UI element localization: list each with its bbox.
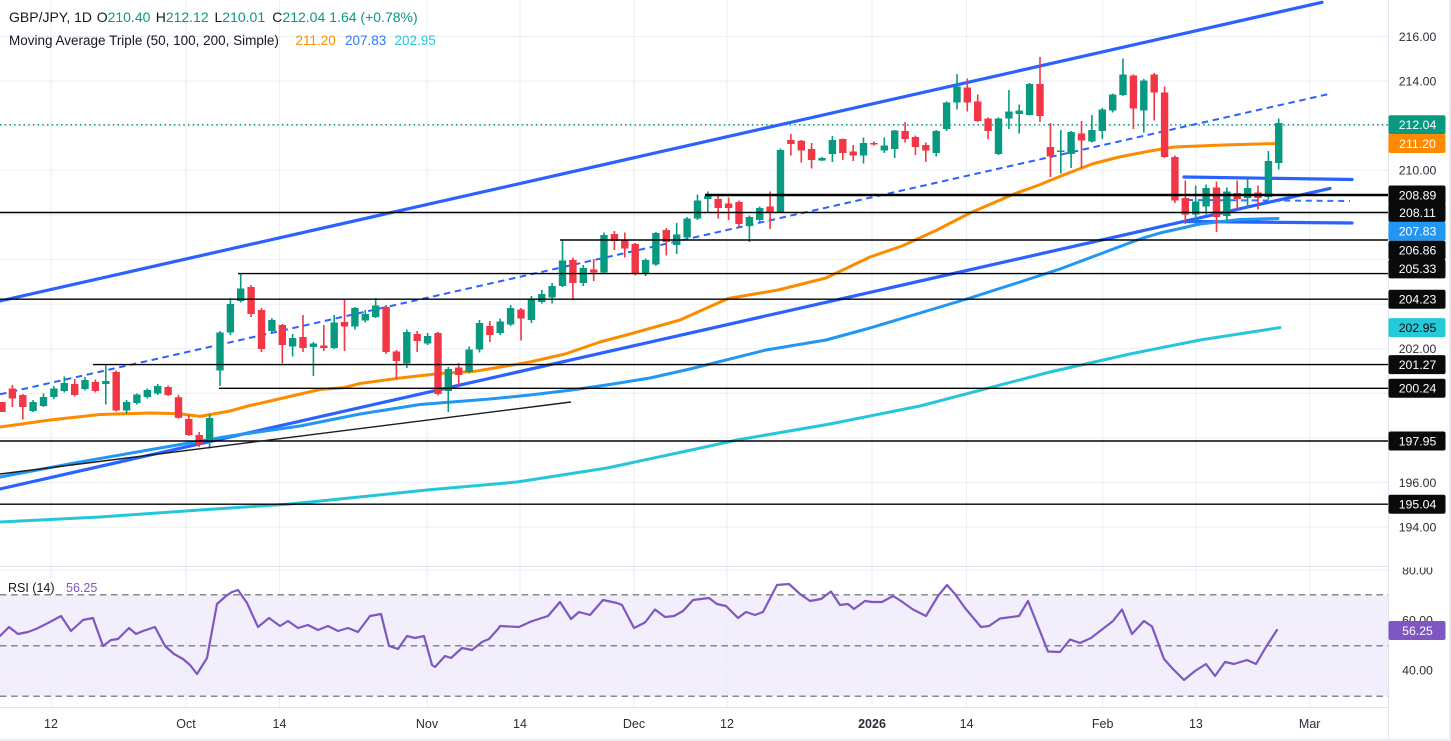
svg-text:14: 14: [960, 717, 974, 731]
svg-text:12: 12: [44, 717, 58, 731]
svg-text:2026: 2026: [858, 717, 886, 731]
svg-text:RSI (14)56.25: RSI (14) 56.25: [8, 581, 97, 595]
svg-text:Feb: Feb: [1092, 717, 1114, 731]
svg-text:202.95: 202.95: [1399, 321, 1437, 335]
svg-text:56.25: 56.25: [1402, 624, 1433, 638]
svg-text:216.00: 216.00: [1399, 30, 1437, 44]
svg-text:204.23: 204.23: [1399, 293, 1437, 307]
svg-text:206.86: 206.86: [1399, 244, 1437, 258]
svg-text:197.95: 197.95: [1399, 434, 1437, 448]
svg-text:Dec: Dec: [623, 717, 645, 731]
svg-text:210.00: 210.00: [1399, 164, 1437, 178]
svg-text:80.00: 80.00: [1402, 563, 1433, 577]
svg-text:212.04: 212.04: [1399, 118, 1437, 132]
svg-text:Moving Average Triple (50, 100: Moving Average Triple (50, 100, 200, Sim…: [9, 33, 436, 48]
svg-text:13: 13: [1189, 717, 1203, 731]
svg-text:211.20: 211.20: [1399, 137, 1436, 151]
svg-text:201.27: 201.27: [1399, 358, 1437, 372]
svg-text:205.33: 205.33: [1399, 262, 1437, 276]
svg-text:12: 12: [720, 717, 734, 731]
svg-text:Mar: Mar: [1299, 717, 1321, 731]
svg-text:195.04: 195.04: [1399, 498, 1437, 512]
svg-text:196.00: 196.00: [1399, 476, 1437, 490]
svg-text:Nov: Nov: [416, 717, 439, 731]
svg-text:208.89: 208.89: [1399, 188, 1437, 202]
svg-text:14: 14: [273, 717, 287, 731]
svg-text:214.00: 214.00: [1399, 74, 1437, 88]
svg-text:40.00: 40.00: [1402, 664, 1433, 678]
svg-text:194.00: 194.00: [1399, 520, 1437, 534]
svg-text:Oct: Oct: [176, 717, 196, 731]
svg-text:207.83: 207.83: [1399, 225, 1437, 239]
svg-text:208.11: 208.11: [1399, 206, 1436, 220]
svg-text:14: 14: [513, 717, 527, 731]
svg-text:200.24: 200.24: [1399, 382, 1437, 396]
svg-text:202.00: 202.00: [1399, 342, 1437, 356]
